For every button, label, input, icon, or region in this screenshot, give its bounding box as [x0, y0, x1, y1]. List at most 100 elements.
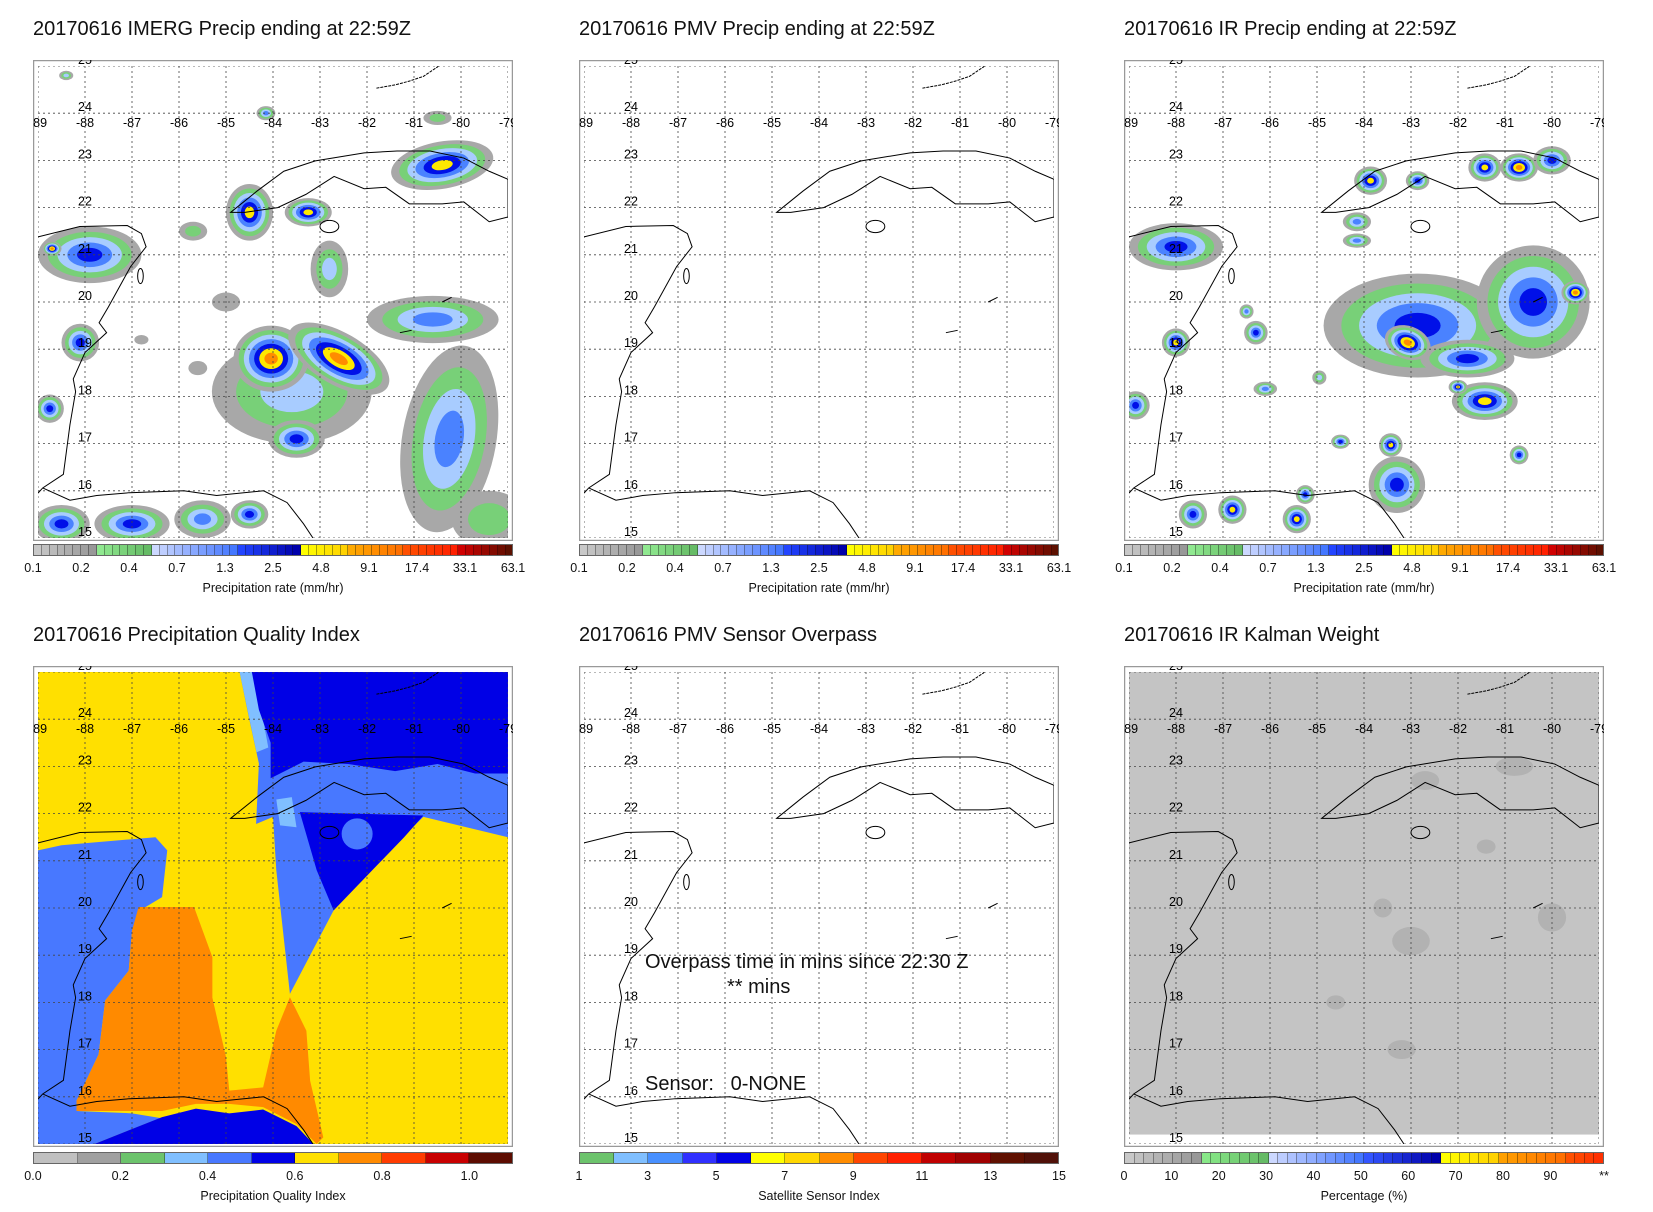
- colorbar-tick-label: 0.1: [24, 561, 42, 575]
- colorbar-cell: [1549, 545, 1558, 555]
- colorbar-cell: [752, 545, 761, 555]
- colorbar-cell: [324, 545, 333, 555]
- precip-cell: [303, 209, 314, 216]
- cayman-islands: [946, 297, 998, 332]
- colorbar-cell: [1172, 545, 1181, 555]
- colorbar-cell: [246, 545, 255, 555]
- colorbar-cell: [1546, 1153, 1557, 1163]
- colorbar-tick-label: 9.1: [360, 561, 378, 575]
- coastline-cuba: [777, 757, 1054, 828]
- coastline-florida-keys: [376, 667, 442, 694]
- colorbar-cell: [1187, 545, 1196, 555]
- isle-of-youth: [320, 826, 339, 838]
- colorbar-cell: [104, 545, 113, 555]
- colorbar-tick-label: 13: [983, 1169, 998, 1183]
- colorbar-cell: [785, 1153, 820, 1163]
- colorbar-cell: [996, 545, 1005, 555]
- colorbar-cell: [191, 545, 200, 555]
- lat-label: 22: [78, 195, 92, 209]
- lat-label: 15: [624, 1131, 638, 1145]
- colorbar-cell: [1035, 545, 1044, 555]
- lon-label: -80: [452, 722, 470, 736]
- colorbar-cell: [666, 545, 675, 555]
- lon-label: -82: [904, 722, 922, 736]
- colorbar-cell: [1354, 1153, 1365, 1163]
- colorbar-cell: [1144, 1153, 1154, 1163]
- colorbar-cell: [301, 545, 310, 555]
- cayman-islands: [946, 903, 998, 938]
- colorbar-cell: [635, 545, 643, 555]
- lon-label: -83: [857, 722, 875, 736]
- colorbar-tick-label: 40: [1306, 1169, 1321, 1183]
- colorbar-cell: [1132, 545, 1141, 555]
- colorbar-cell: [73, 545, 82, 555]
- lat-label: 20: [1169, 895, 1183, 909]
- pmv-map: -89 -88 -87 -86 -85 -84 -83 -82 -81 -80 -79 25 24 23 2…: [579, 60, 1059, 541]
- colorbar-cell: [1360, 545, 1369, 555]
- colorbar-cell: [387, 545, 396, 555]
- colorbar-tick-label: 0.7: [1259, 561, 1277, 575]
- colorbar-cell: [1431, 1153, 1442, 1163]
- colorbar-cell: [1027, 545, 1036, 555]
- colorbar-cell: [1012, 545, 1021, 555]
- isle-of-youth: [866, 826, 885, 838]
- lon-label: -89: [33, 116, 47, 130]
- colorbar-cell: [1441, 1153, 1451, 1163]
- colorbar-cell: [887, 1153, 923, 1163]
- colorbar-cell: [627, 545, 636, 555]
- lat-label: 16: [78, 478, 92, 492]
- ir-map-canvas: -89 -88 -87 -86 -85 -84 -83 -82 -81 -80 -79 25 24 23 2…: [1124, 60, 1604, 541]
- precip-cell: [185, 225, 202, 237]
- lon-label: -82: [904, 116, 922, 130]
- lon-label: -82: [1449, 722, 1467, 736]
- colorbar-tick-label: 15: [1052, 1169, 1066, 1183]
- coastline-florida-keys: [376, 61, 442, 88]
- colorbar-cell: [1321, 545, 1330, 555]
- ir-colorbar: [1124, 544, 1604, 556]
- colorbar-cell: [925, 545, 934, 555]
- colorbar-cell: [1572, 545, 1581, 555]
- sensor-map-canvas: -89 -88 -87 -86 -85 -84 -83 -82 -81 -80 -79 25 24 23 2…: [579, 666, 1059, 1147]
- coastline-florida-keys: [922, 667, 988, 694]
- colorbar-tick-label: 0.2: [1163, 561, 1181, 575]
- colorbar-cell: [206, 545, 215, 555]
- colorbar-tick-label: 1.3: [1307, 561, 1325, 575]
- lon-label: -89: [579, 116, 593, 130]
- colorbar-cell: [847, 545, 856, 555]
- colorbar-cell: [419, 545, 427, 555]
- colorbar-cell: [580, 1153, 615, 1163]
- colorbar-tick-label: 9.1: [906, 561, 924, 575]
- colorbar-cell: [1140, 545, 1149, 555]
- ir-map: -89 -88 -87 -86 -85 -84 -83 -82 -81 -80 -79 25 24 23 2…: [1124, 60, 1604, 541]
- colorbar-cell: [1230, 1153, 1240, 1163]
- coastline-yucatan: [1129, 832, 1237, 1100]
- colorbar-cell: [261, 545, 270, 555]
- colorbar-cell: [1447, 545, 1456, 555]
- lat-label: 17: [78, 431, 92, 445]
- colorbar-cell: [862, 545, 871, 555]
- kalman-blotch: [1392, 926, 1430, 956]
- pmv-colorbar: [579, 544, 1059, 556]
- colorbar-cell: [425, 1153, 470, 1163]
- precip-cell: [50, 247, 54, 250]
- isle-of-youth: [866, 220, 885, 232]
- lon-label: -81: [1496, 116, 1514, 130]
- lon-label: -79: [1590, 116, 1604, 130]
- lon-label: -86: [170, 116, 188, 130]
- colorbar-cell: [819, 1153, 854, 1163]
- colorbar-cell: [1163, 1153, 1173, 1163]
- lat-label: 23: [624, 147, 638, 161]
- colorbar-cell: [403, 545, 412, 555]
- lon-label: -83: [857, 116, 875, 130]
- precip-cell: [1132, 401, 1140, 409]
- coastline-cuba: [777, 151, 1054, 222]
- lat-label: 15: [624, 525, 638, 539]
- lon-label: -87: [1214, 722, 1232, 736]
- lon-label: -88: [1167, 116, 1185, 130]
- colorbar-cell: [285, 545, 294, 555]
- colorbar-cell: [34, 545, 42, 555]
- colorbar-cell: [1268, 1153, 1279, 1163]
- lat-label: 24: [624, 100, 638, 114]
- colorbar-cell: [1527, 1153, 1537, 1163]
- colorbar-cell: [49, 545, 58, 555]
